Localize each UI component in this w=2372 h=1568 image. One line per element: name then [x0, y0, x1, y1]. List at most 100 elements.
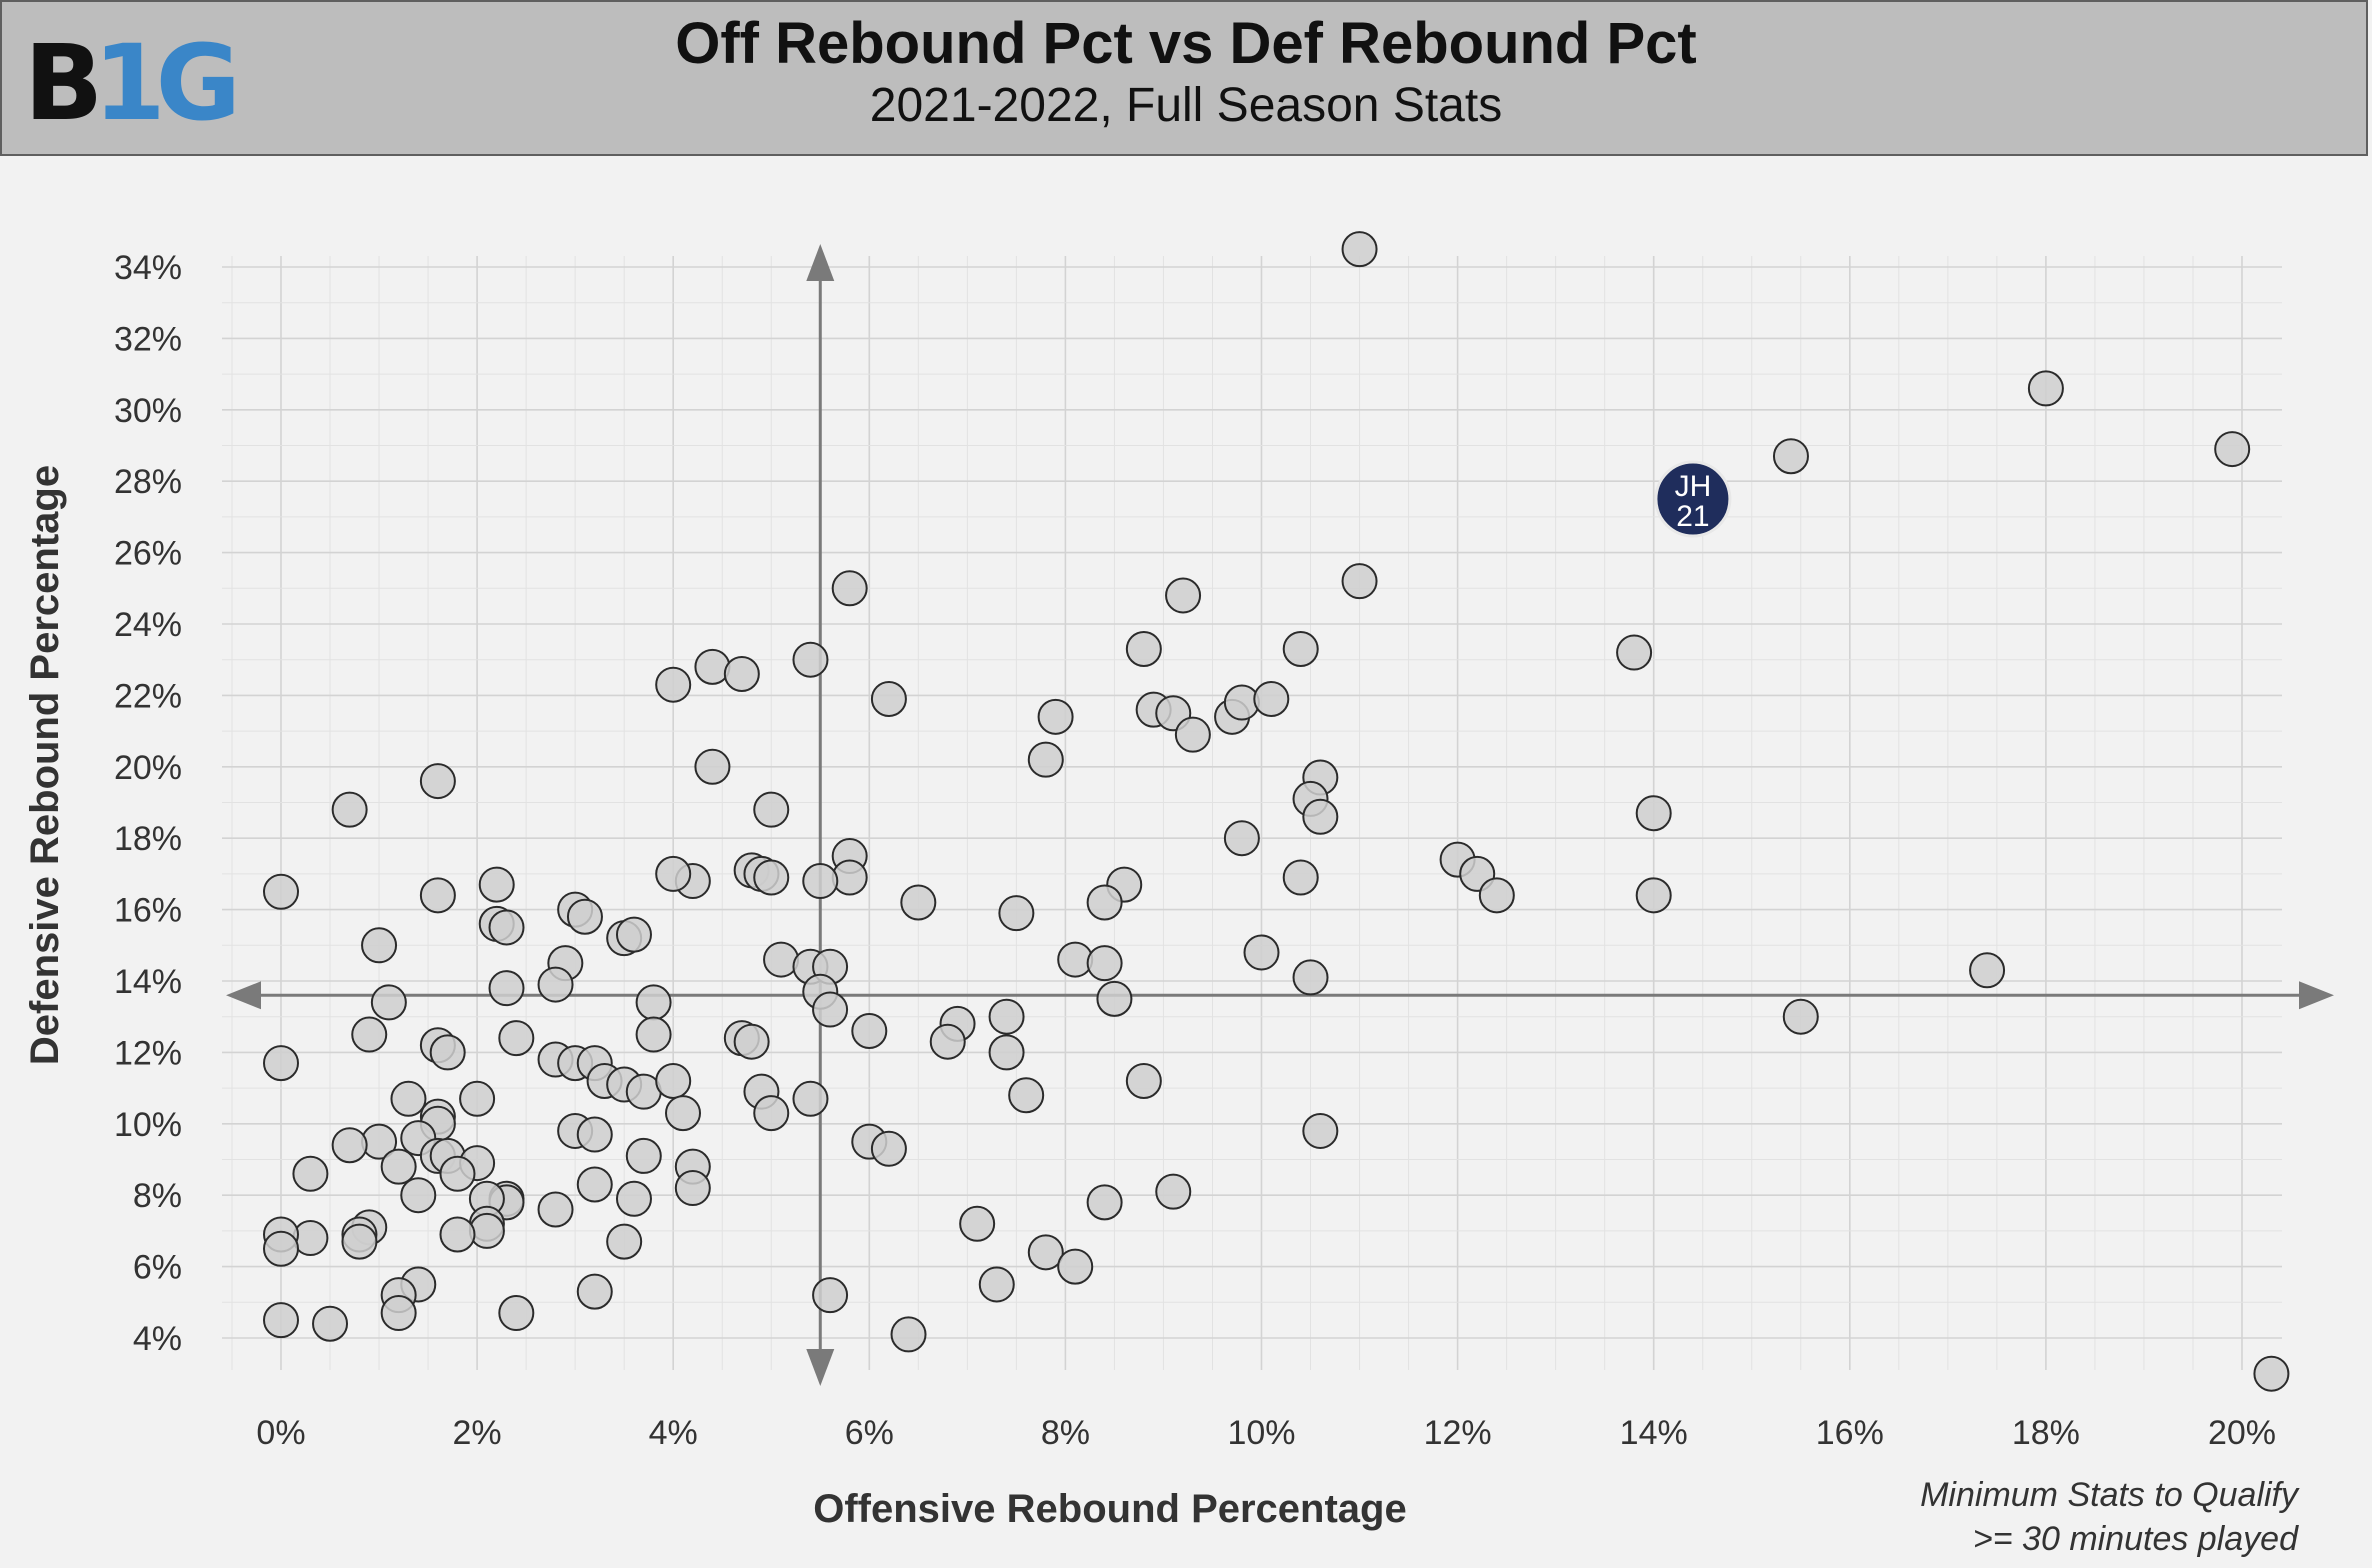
data-point — [792, 641, 829, 678]
data-point — [263, 1045, 299, 1082]
y-tick-label: 22% — [114, 677, 182, 715]
data-point — [331, 791, 368, 828]
data-point — [753, 1095, 790, 1132]
data-point — [331, 1127, 368, 1164]
data-point — [733, 1023, 770, 1060]
data-point — [753, 791, 790, 828]
data-point — [655, 666, 692, 703]
data-point — [812, 991, 849, 1028]
data-point — [900, 884, 937, 921]
arrow-right-icon — [2299, 981, 2334, 1010]
y-axis-label: Defensive Rebound Percentage — [23, 465, 67, 1065]
data-point — [380, 1148, 417, 1185]
data-point — [1223, 820, 1260, 857]
big-ten-logo: B1G — [24, 31, 241, 135]
logo-letter-b: B — [24, 22, 103, 144]
y-tick-label: 18% — [114, 820, 182, 858]
data-point — [831, 570, 868, 607]
data-point — [1243, 934, 1280, 971]
data-point — [263, 1230, 299, 1267]
data-point — [380, 1295, 417, 1332]
reference-lines — [226, 244, 2334, 1386]
data-point — [655, 1062, 692, 1099]
data-point — [370, 984, 407, 1021]
footnote-line2: >= 30 minutes played — [1972, 1520, 2298, 1558]
data-point — [312, 1305, 349, 1342]
data-point — [635, 1016, 672, 1053]
data-point — [792, 1080, 829, 1117]
data-point — [498, 1295, 535, 1332]
data-point — [625, 1137, 662, 1174]
data-point — [615, 916, 652, 953]
data-point — [998, 895, 1035, 932]
data-point — [870, 680, 907, 717]
chart-title: Off Rebound Pct vs Def Rebound Pct — [675, 11, 1697, 76]
y-axis-ticks: 4% 6% 8% 10% 12% 14% 16% 18% 20% 22% 24% 26% 28% 30% 3… — [114, 249, 182, 1358]
data-point — [1302, 798, 1339, 835]
arrow-up-icon — [806, 244, 835, 281]
data-point — [851, 1012, 888, 1049]
data-point — [1478, 877, 1515, 914]
data-point — [929, 1023, 966, 1060]
data-point — [576, 1116, 613, 1153]
data-point — [429, 1034, 466, 1071]
y-tick-label: 34% — [114, 249, 182, 287]
data-point — [390, 1080, 427, 1117]
data-point — [1086, 1184, 1123, 1221]
logo-letter-one: 1 — [93, 22, 165, 144]
data-point — [566, 898, 603, 935]
data-point — [576, 1273, 613, 1310]
data-point — [459, 1080, 496, 1117]
y-tick-label: 24% — [114, 606, 182, 644]
data-point — [1302, 1112, 1339, 1149]
highlight-initials: JH — [1675, 470, 1712, 503]
y-tick-label: 32% — [114, 320, 182, 358]
x-tick-label: 12% — [1424, 1414, 1492, 1452]
data-points — [263, 231, 2290, 1392]
x-tick-label: 18% — [2012, 1414, 2080, 1452]
logo-letter-g: G — [155, 22, 241, 144]
x-axis-label: Offensive Rebound Percentage — [813, 1487, 1406, 1531]
data-point — [1174, 716, 1211, 753]
data-point — [978, 1266, 1015, 1303]
data-point — [1341, 563, 1378, 600]
data-point — [1782, 998, 1819, 1035]
arrow-left-icon — [226, 981, 261, 1010]
data-point — [959, 1205, 996, 1242]
y-tick-label: 28% — [114, 463, 182, 501]
data-point — [694, 648, 731, 685]
x-axis-ticks: 0% 2% 4% 6% 8% 10% 12% 14% 16% 18% 20% — [256, 1414, 2276, 1452]
highlight-marker — [1654, 460, 1732, 538]
x-tick-label: 10% — [1227, 1414, 1295, 1452]
x-tick-label: 2% — [453, 1414, 502, 1452]
y-tick-label: 16% — [114, 892, 182, 930]
x-tick-label: 4% — [649, 1414, 698, 1452]
grid-lines — [222, 256, 2282, 1370]
data-point — [1096, 980, 1133, 1017]
x-tick-label: 16% — [1816, 1414, 1884, 1452]
data-point — [498, 1020, 535, 1057]
data-point — [615, 1180, 652, 1217]
data-point — [1253, 680, 1290, 717]
data-point — [537, 966, 574, 1003]
footnote-line1: Minimum Stats to Qualify — [1920, 1476, 2298, 1514]
y-tick-label: 14% — [114, 963, 182, 1001]
data-point — [1125, 1062, 1162, 1099]
data-point — [1027, 1234, 1064, 1271]
data-point — [419, 763, 456, 800]
data-point — [1037, 698, 1074, 735]
y-tick-label: 8% — [133, 1177, 182, 1215]
data-point — [576, 1166, 613, 1203]
data-point — [1282, 630, 1319, 667]
data-point — [361, 927, 398, 964]
x-tick-label: 0% — [256, 1414, 305, 1452]
data-point — [606, 1223, 643, 1260]
data-point — [1155, 1173, 1192, 1210]
header-bar: B1G Off Rebound Pct vs Def Rebound Pct 2… — [0, 0, 2368, 156]
chart-subtitle: 2021-2022, Full Season Stats — [869, 79, 1503, 132]
data-point — [1282, 859, 1319, 896]
y-tick-label: 6% — [133, 1249, 182, 1287]
data-point — [674, 1170, 711, 1207]
data-point — [1165, 577, 1202, 614]
